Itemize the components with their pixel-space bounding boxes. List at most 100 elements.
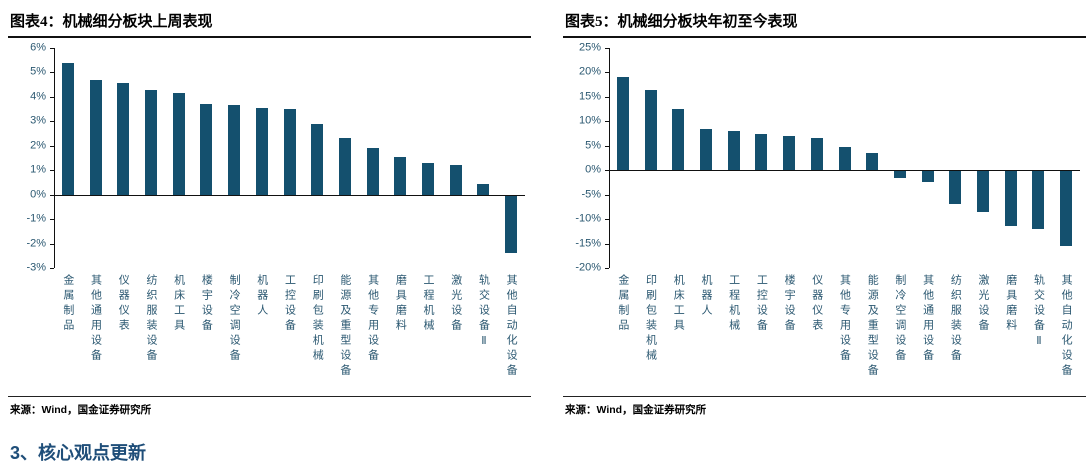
- chart-bar: [1004, 170, 1017, 227]
- y-axis-tick-label: 25%: [578, 41, 601, 54]
- y-axis-tick-mark: [50, 121, 54, 123]
- chart-bar: [366, 148, 379, 195]
- x-axis-line: [609, 170, 1080, 172]
- x-axis-category-label: 其他通用设备: [89, 274, 102, 364]
- y-axis-tick-label: 1%: [30, 163, 46, 176]
- y-axis-tick-label: -5%: [581, 188, 601, 201]
- y-axis-tick-label: 0%: [30, 188, 46, 201]
- y-axis-tick-label: -3%: [26, 261, 46, 274]
- y-axis-tick-mark: [605, 72, 609, 74]
- chart-bar: [338, 138, 351, 195]
- chart-bar: [89, 79, 102, 195]
- chart-bar: [949, 170, 962, 205]
- chart-bar: [672, 109, 685, 171]
- section-heading: 3、核心观点更新: [10, 443, 147, 463]
- y-axis-tick-label: 4%: [30, 90, 46, 103]
- chart-bar: [866, 153, 879, 171]
- y-axis-tick-mark: [605, 219, 609, 221]
- y-axis-tick-label: 3%: [30, 114, 46, 127]
- x-axis-category-label: 轨交设备Ⅱ: [1032, 274, 1045, 351]
- y-axis-tick-mark: [50, 194, 54, 196]
- x-axis-category-label: 其他通用设备: [921, 274, 934, 364]
- x-axis-category-label: 磨具磨料: [1004, 274, 1017, 334]
- y-axis-tick-mark: [605, 121, 609, 123]
- chart-bar: [449, 165, 462, 195]
- y-axis-tick-label: -10%: [575, 212, 601, 225]
- x-axis-category-label: 磨具磨料: [394, 274, 407, 334]
- y-axis-tick-label: -2%: [26, 237, 46, 250]
- chart-bar: [283, 109, 296, 195]
- y-axis-tick-label: 5%: [30, 65, 46, 78]
- chart-bar: [616, 77, 629, 171]
- y-axis-tick-mark: [50, 268, 54, 269]
- bar-chart-ytd: 25% 20% 15% 10% 5% 0% -5% -10% -15% -20% 金属制品 印刷包装机…: [563, 42, 1086, 394]
- chart-bar: [477, 183, 490, 195]
- chart-bar: [977, 170, 990, 212]
- x-axis-category-label: 激光设备: [977, 274, 990, 334]
- figures-row: 图表4：机械细分板块上周表现 6% 5% 4% 3% 2% 1% 0% -1% -2% -3% 金属…: [8, 6, 1086, 417]
- y-axis-tick-mark: [50, 170, 54, 172]
- y-axis-tick-label: 15%: [578, 90, 601, 103]
- y-axis-tick-label: 6%: [30, 41, 46, 54]
- y-axis-tick-mark: [50, 72, 54, 74]
- x-axis-category-label: 工控设备: [283, 274, 296, 334]
- y-axis-tick-mark: [605, 48, 609, 49]
- x-axis-category-label: 其他专用设备: [838, 274, 851, 364]
- x-axis-category-label: 机器人: [699, 274, 712, 319]
- x-axis-category-label: 楼宇设备: [783, 274, 796, 334]
- source-note-ytd: 来源：Wind，国金证券研究所: [563, 396, 1086, 417]
- y-axis-line: [609, 48, 610, 268]
- x-axis-category-label: 印刷包装机械: [311, 274, 324, 364]
- y-axis-tick-label: -20%: [575, 261, 601, 274]
- x-axis-category-label: 其他专用设备: [366, 274, 379, 364]
- x-axis-category-label: 纺织服装设备: [144, 274, 157, 364]
- y-axis-tick-mark: [605, 145, 609, 147]
- chart-bar: [755, 133, 768, 171]
- y-axis-line: [54, 48, 55, 268]
- y-axis-tick-label: 5%: [585, 139, 601, 152]
- chart-title-weekly: 图表4：机械细分板块上周表现: [8, 6, 531, 38]
- x-axis-category-label: 制冷空调设备: [893, 274, 906, 364]
- source-note-weekly: 来源：Wind，国金证券研究所: [8, 396, 531, 417]
- chart-bar: [644, 89, 657, 171]
- x-axis-category-label: 印刷包装机械: [644, 274, 657, 364]
- x-axis-category-label: 其他自动化设备: [505, 274, 518, 379]
- y-axis-tick-label: 20%: [578, 65, 601, 78]
- x-axis-category-label: 工控设备: [755, 274, 768, 334]
- chart-bar: [61, 62, 74, 195]
- chart-bar: [783, 136, 796, 171]
- chart-bar: [311, 123, 324, 195]
- y-axis-tick-mark: [605, 96, 609, 98]
- y-axis-tick-label: -1%: [26, 212, 46, 225]
- x-axis-category-label: 金属制品: [616, 274, 629, 334]
- chart-title-ytd: 图表5：机械细分板块年初至今表现: [563, 6, 1086, 38]
- chart-bar: [1032, 170, 1045, 229]
- chart-bar: [727, 131, 740, 171]
- chart-bar: [422, 162, 435, 195]
- y-axis-tick-mark: [50, 96, 54, 98]
- y-axis-tick-mark: [50, 219, 54, 221]
- y-axis-tick-mark: [605, 194, 609, 196]
- chart-bar: [144, 89, 157, 195]
- x-axis-category-label: 机器人: [255, 274, 268, 319]
- x-axis-category-label: 金属制品: [61, 274, 74, 334]
- chart-figure-weekly: 图表4：机械细分板块上周表现 6% 5% 4% 3% 2% 1% 0% -1% -2% -3% 金属…: [8, 6, 531, 417]
- x-axis-category-label: 能源及重型设备: [866, 274, 879, 379]
- chart-bar: [200, 104, 213, 195]
- chart-bar: [394, 156, 407, 195]
- x-axis-category-label: 纺织服装设备: [949, 274, 962, 364]
- chart-bar: [255, 107, 268, 195]
- x-axis-category-label: 仪器仪表: [117, 274, 130, 334]
- y-axis-tick-label: 2%: [30, 139, 46, 152]
- chart-bar: [893, 170, 906, 178]
- x-axis-category-label: 工程机械: [422, 274, 435, 334]
- y-axis-tick-mark: [605, 243, 609, 245]
- chart-bar: [838, 146, 851, 171]
- x-axis-line: [54, 194, 525, 196]
- chart-bar: [172, 93, 185, 195]
- y-axis-tick-mark: [50, 48, 54, 49]
- chart-bar: [699, 128, 712, 171]
- chart-bar: [505, 194, 518, 254]
- y-axis-tick-label: 10%: [578, 114, 601, 127]
